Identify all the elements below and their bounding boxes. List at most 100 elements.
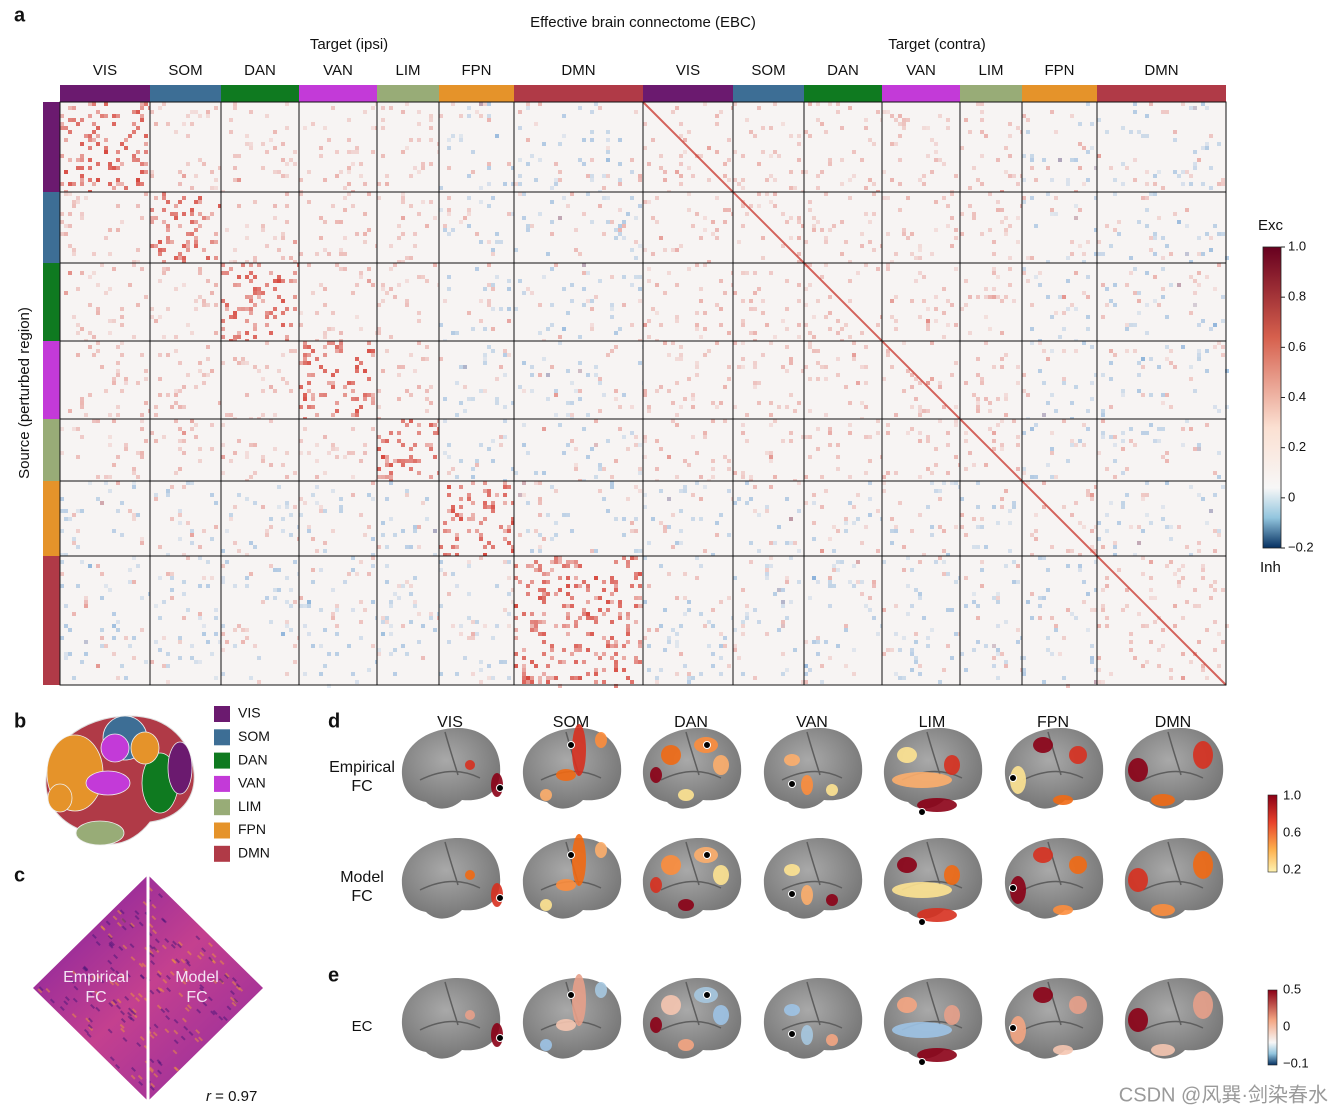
heatmap-cell [733, 341, 737, 345]
heatmap-cell [675, 248, 679, 252]
heatmap-cell [393, 459, 397, 463]
heatmap-cell [546, 252, 550, 256]
heatmap-cell [910, 604, 914, 608]
heatmap-cell [1094, 252, 1098, 256]
heatmap-cell [451, 102, 455, 106]
heatmap-cell [104, 146, 108, 150]
heatmap-cell [136, 204, 140, 208]
heatmap-cell [942, 481, 946, 485]
heatmap-cell [229, 513, 233, 517]
heatmap-cell [554, 489, 558, 493]
heatmap-cell [733, 628, 737, 632]
heatmap-cell [471, 636, 475, 640]
heatmap-cell [202, 624, 206, 628]
heatmap-cell [667, 271, 671, 275]
heatmap-cell [1062, 349, 1066, 353]
heatmap-cell [1121, 608, 1125, 612]
heatmap-cell [789, 216, 793, 220]
heatmap-cell [848, 178, 852, 182]
heatmap-cell [711, 467, 715, 471]
heatmap-cell [1070, 240, 1074, 244]
heatmap-cell [930, 377, 934, 381]
heatmap-cell [265, 533, 269, 537]
heatmap-cell [367, 341, 371, 345]
brain-surface [401, 978, 501, 1059]
heatmap-cell [413, 459, 417, 463]
heatmap-cell [630, 323, 634, 327]
heatmap-cell [914, 279, 918, 283]
heatmap-cell [554, 393, 558, 397]
heatmap-cell [594, 680, 598, 684]
heatmap-cell [323, 353, 327, 357]
seed-dot [703, 991, 711, 999]
heatmap-cell [202, 373, 206, 377]
heatmap-cell [638, 204, 642, 208]
heatmap-cell [128, 283, 132, 287]
heatmap-cell [1097, 118, 1101, 122]
heatmap-cell [918, 381, 922, 385]
heatmap-cell [868, 608, 872, 612]
heatmap-cell [182, 553, 186, 557]
heatmap-cell [868, 596, 872, 600]
heatmap-cell [614, 584, 618, 588]
fc-cell [83, 966, 89, 972]
heatmap-cell [852, 174, 856, 178]
brain-patch [892, 772, 952, 788]
heatmap-cell [902, 118, 906, 122]
heatmap-cell [675, 413, 679, 417]
heatmap-cell [950, 216, 954, 220]
heatmap-cell [753, 485, 757, 489]
heatmap-cell [116, 114, 120, 118]
heatmap-cell [245, 393, 249, 397]
heatmap-cell [1185, 600, 1189, 604]
diagonal [642, 101, 1227, 686]
heatmap-cell [299, 361, 303, 365]
heatmap-cell [781, 672, 785, 676]
heatmap-cell [389, 267, 393, 271]
heatmap-cell [210, 423, 214, 427]
heatmap-cell [942, 529, 946, 533]
heatmap-cell [447, 212, 451, 216]
heatmap-cell [323, 509, 327, 513]
heatmap-cell [229, 118, 233, 122]
heatmap-cell [425, 397, 429, 401]
heatmap-cell [882, 608, 886, 612]
heatmap-cell [140, 182, 144, 186]
heatmap-cell [926, 505, 930, 509]
heatmap-cell [447, 287, 451, 291]
heatmap-cell [359, 513, 363, 517]
heatmap-cell [630, 405, 634, 409]
heatmap-cell [233, 357, 237, 361]
heatmap-cell [319, 365, 323, 369]
heatmap-cell [385, 182, 389, 186]
heatmap-cell [1105, 287, 1109, 291]
heatmap-cell [503, 481, 507, 485]
brain-patch [1193, 851, 1213, 879]
heatmap-cell [174, 393, 178, 397]
brain-patch [801, 775, 813, 795]
heatmap-cell [848, 196, 852, 200]
heatmap-cell [447, 509, 451, 513]
heatmap-cell [679, 353, 683, 357]
heatmap-cell [643, 439, 647, 443]
heatmap-cell [992, 295, 996, 299]
heatmap-cell [914, 588, 918, 592]
heatmap-cell [950, 303, 954, 307]
heatmap-cell [210, 493, 214, 497]
heatmap-cell [491, 196, 495, 200]
fc-cell [150, 1082, 156, 1088]
heatmap-cell [566, 604, 570, 608]
heatmap-cell [886, 431, 890, 435]
heatmap-cell [816, 580, 820, 584]
heatmap-cell [1129, 256, 1133, 260]
heatmap-cell [315, 357, 319, 361]
heatmap-cell [610, 275, 614, 279]
heatmap-cell [367, 192, 371, 196]
heatmap-cell [218, 401, 222, 405]
heatmap-cell [182, 122, 186, 126]
heatmap-cell [886, 110, 890, 114]
heatmap-cell [166, 224, 170, 228]
heatmap-cell [1181, 564, 1185, 568]
heatmap-cell [307, 525, 311, 529]
heatmap-cell [257, 656, 261, 660]
